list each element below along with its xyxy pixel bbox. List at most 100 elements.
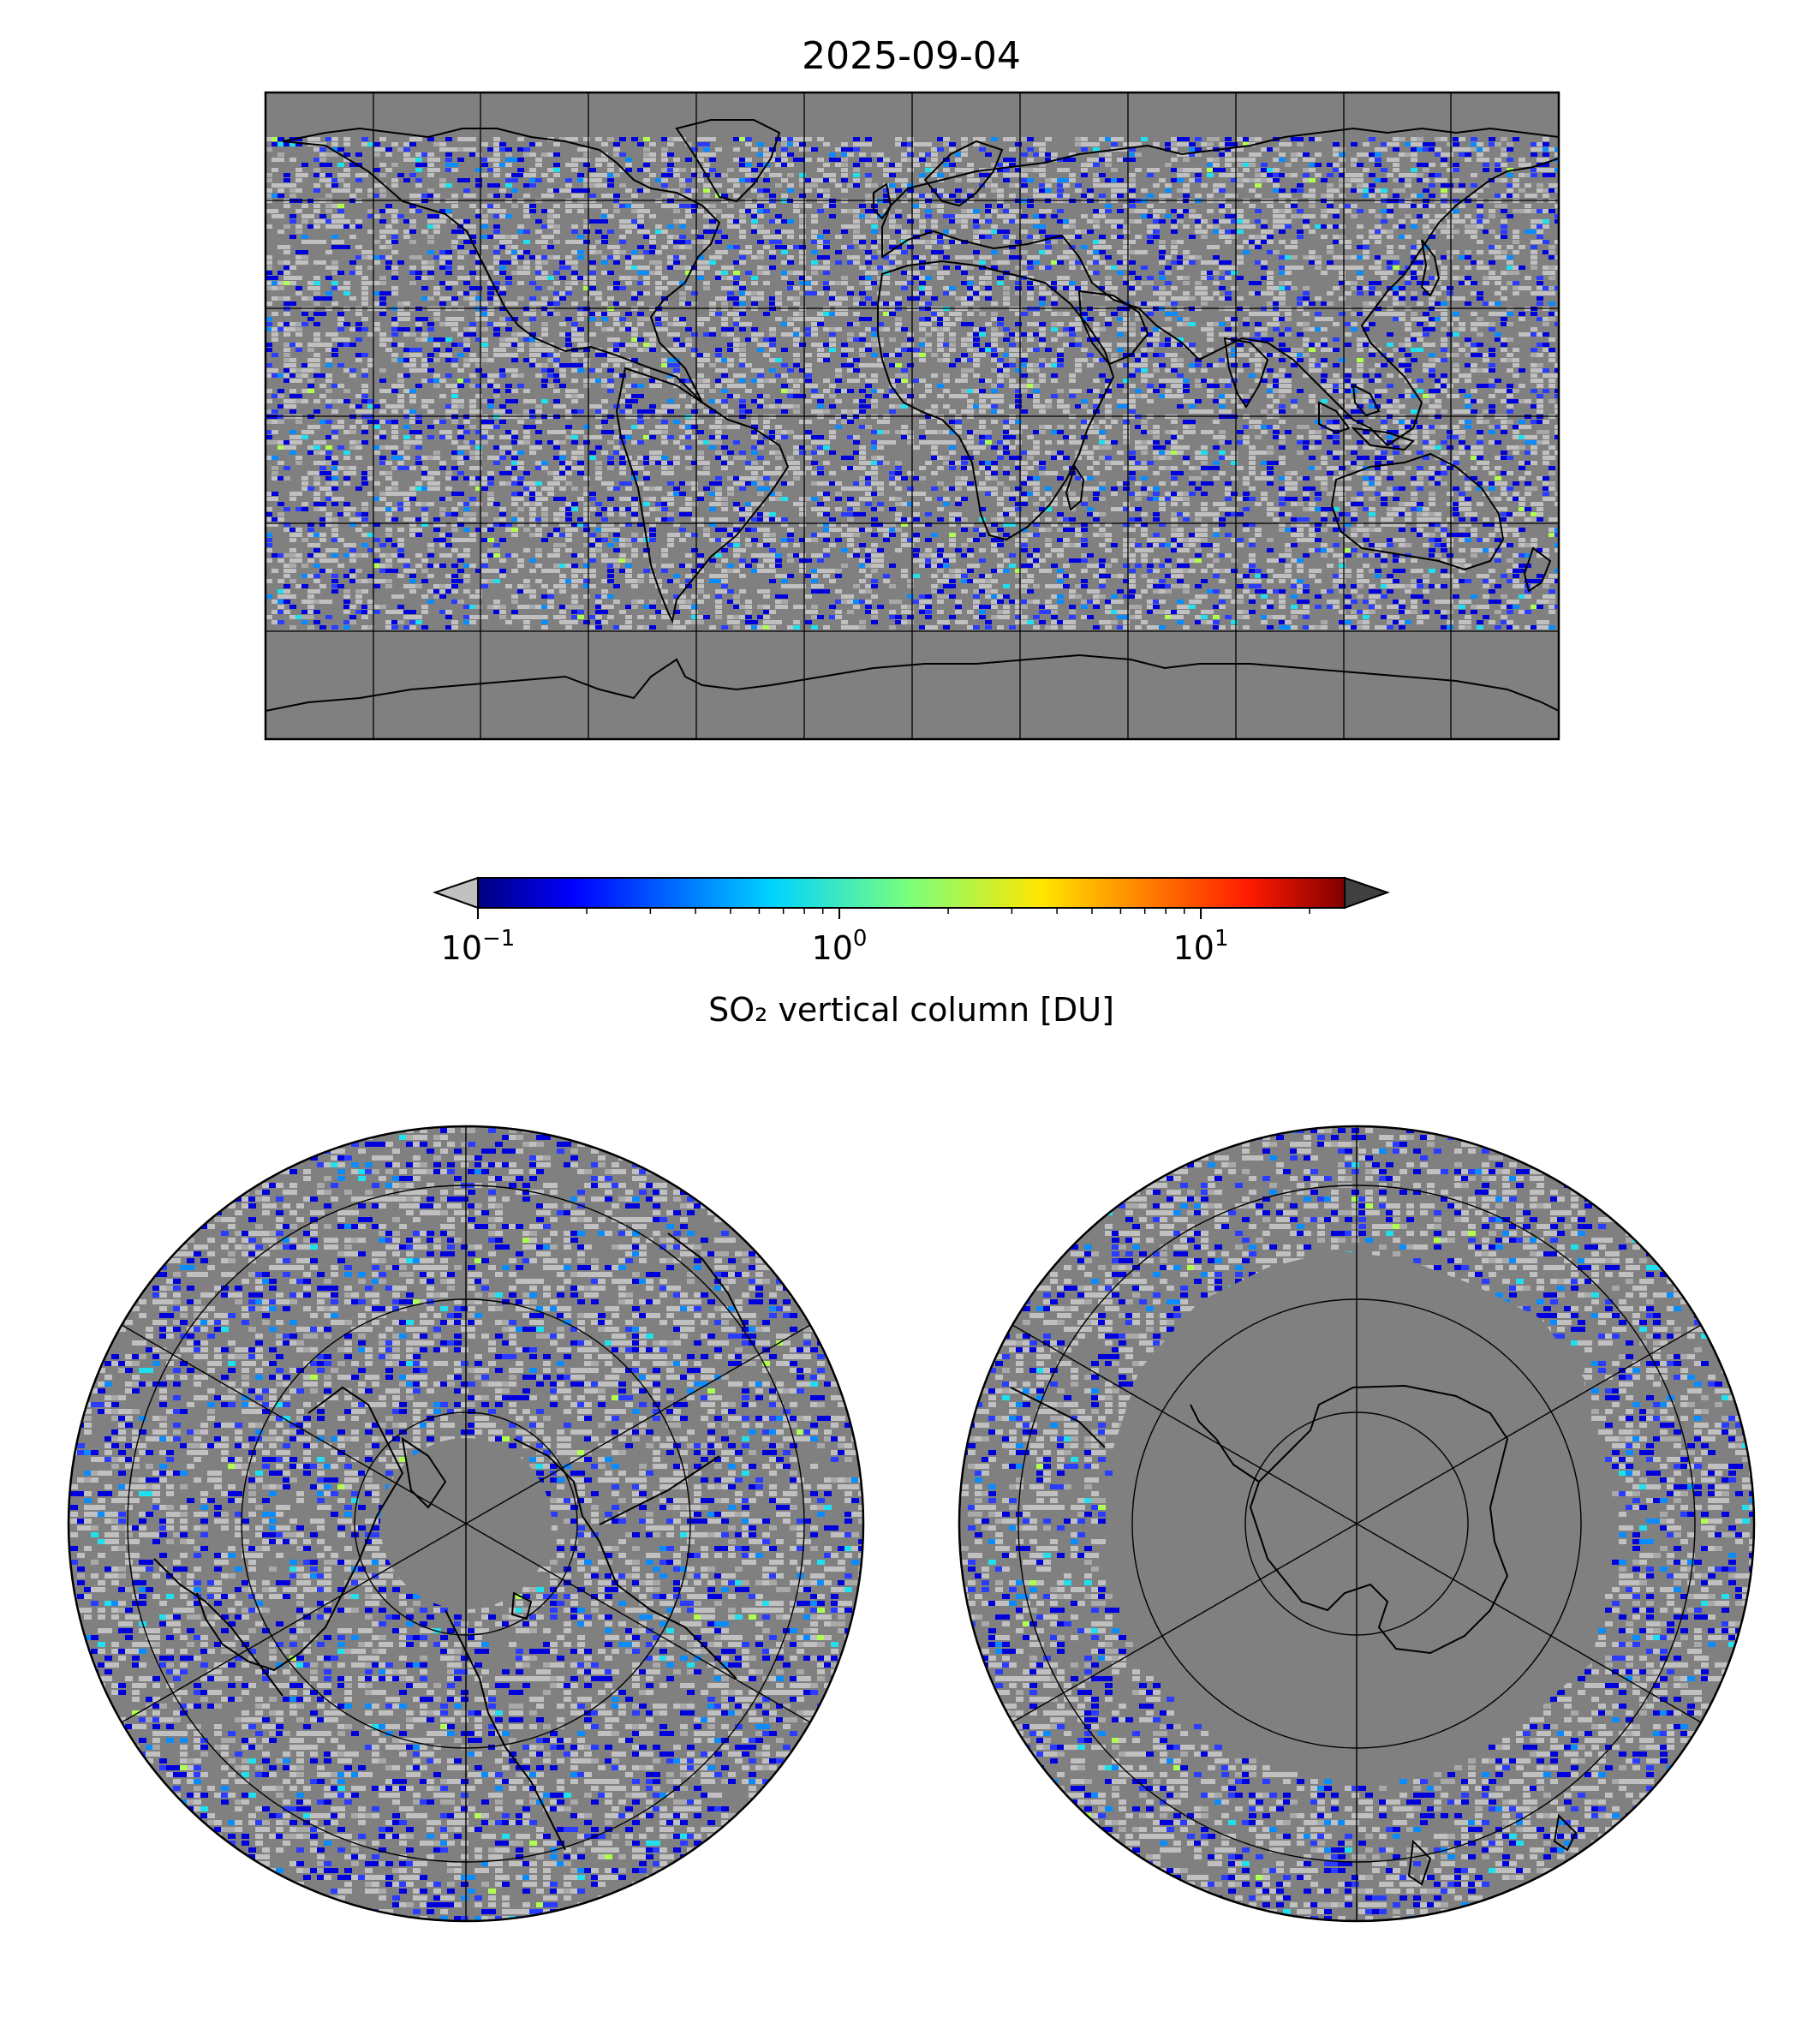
so2-pixel xyxy=(1147,173,1154,177)
so2-pixel xyxy=(577,240,584,244)
so2-pixel xyxy=(451,168,458,172)
so2-pixel xyxy=(979,327,986,331)
so2-pixel xyxy=(541,260,548,265)
so2-pixel xyxy=(403,235,410,239)
so2-pixel xyxy=(1315,296,1322,301)
so2-pixel xyxy=(1027,266,1034,270)
so2-pixel xyxy=(1009,209,1016,213)
so2-pixel xyxy=(793,384,800,388)
so2-pixel xyxy=(895,296,902,301)
so2-pixel xyxy=(565,394,572,398)
so2-pixel xyxy=(643,230,650,234)
so2-pixel xyxy=(967,337,974,342)
so2-pixel xyxy=(295,168,302,172)
so2-pixel xyxy=(1183,322,1190,326)
so2-pixel xyxy=(943,194,950,198)
so2-pixel xyxy=(475,255,482,260)
so2-pixel xyxy=(565,188,572,193)
so2-pixel xyxy=(919,322,926,326)
so2-pixel xyxy=(583,188,590,193)
so2-pixel xyxy=(379,301,386,306)
so2-pixel xyxy=(535,271,542,275)
so2-pixel xyxy=(1069,173,1076,177)
so2-pixel xyxy=(1375,158,1381,162)
so2-pixel xyxy=(1171,168,1178,172)
so2-pixel xyxy=(853,168,860,172)
so2-pixel xyxy=(625,327,632,331)
so2-pixel xyxy=(1249,152,1256,157)
so2-pixel xyxy=(1309,260,1316,265)
so2-pixel xyxy=(1429,394,1435,398)
so2-pixel xyxy=(931,255,938,260)
so2-pixel xyxy=(1075,235,1082,239)
so2-pixel xyxy=(613,301,620,306)
so2-pixel xyxy=(1003,158,1010,162)
so2-pixel xyxy=(1309,394,1316,398)
so2-pixel xyxy=(823,204,830,208)
so2-pixel xyxy=(1147,168,1154,172)
so2-pixel xyxy=(1537,188,1543,193)
so2-pixel xyxy=(1525,163,1531,167)
so2-pixel xyxy=(463,219,470,224)
so2-pixel xyxy=(1255,194,1262,198)
so2-pixel xyxy=(607,245,614,249)
so2-pixel xyxy=(1123,224,1130,229)
so2-pixel xyxy=(781,142,788,146)
so2-pixel xyxy=(331,266,338,270)
so2-pixel xyxy=(493,163,500,167)
so2-pixel xyxy=(313,219,320,224)
so2-pixel xyxy=(601,363,608,367)
so2-pixel xyxy=(1273,317,1280,321)
so2-pixel xyxy=(991,250,998,254)
so2-pixel xyxy=(409,219,416,224)
so2-pixel xyxy=(859,276,866,280)
so2-pixel xyxy=(925,240,932,244)
so2-pixel xyxy=(337,322,344,326)
so2-pixel xyxy=(1411,394,1417,398)
so2-pixel xyxy=(1543,291,1549,295)
so2-pixel xyxy=(1357,368,1364,373)
so2-pixel xyxy=(757,230,764,234)
so2-pixel xyxy=(529,312,536,316)
so2-pixel xyxy=(1339,183,1346,188)
so2-pixel xyxy=(787,286,794,290)
so2-pixel xyxy=(1111,194,1118,198)
so2-pixel xyxy=(1093,147,1100,152)
so2-pixel xyxy=(1111,142,1118,146)
so2-pixel xyxy=(655,327,662,331)
so2-pixel xyxy=(421,363,428,367)
so2-pixel xyxy=(457,368,464,373)
so2-pixel xyxy=(829,204,836,208)
so2-pixel xyxy=(313,296,320,301)
so2-pixel xyxy=(601,183,608,188)
so2-pixel xyxy=(757,209,764,213)
so2-pixel xyxy=(1099,173,1106,177)
so2-pixel xyxy=(697,137,704,141)
so2-pixel xyxy=(1129,327,1136,331)
so2-pixel xyxy=(637,168,644,172)
so2-pixel xyxy=(1081,142,1088,146)
so2-pixel xyxy=(901,235,908,239)
so2-pixel xyxy=(1477,152,1483,157)
so2-pixel xyxy=(1531,152,1537,157)
so2-pixel xyxy=(553,142,560,146)
so2-pixel xyxy=(445,348,452,352)
so2-pixel xyxy=(1363,188,1369,193)
so2-pixel xyxy=(559,137,566,141)
so2-pixel xyxy=(1543,373,1549,378)
so2-pixel xyxy=(715,379,722,383)
so2-pixel xyxy=(1315,266,1322,270)
so2-pixel xyxy=(1537,209,1543,213)
so2-pixel xyxy=(859,204,866,208)
so2-pixel xyxy=(1411,266,1417,270)
so2-pixel xyxy=(1405,368,1411,373)
so2-pixel xyxy=(1171,286,1178,290)
so2-pixel xyxy=(1447,230,1453,234)
so2-pixel xyxy=(493,322,500,326)
so2-pixel xyxy=(1105,137,1112,141)
so2-pixel xyxy=(799,379,806,383)
so2-pixel xyxy=(637,317,644,321)
so2-pixel xyxy=(805,137,812,141)
so2-pixel xyxy=(379,368,386,373)
so2-pixel xyxy=(739,209,746,213)
